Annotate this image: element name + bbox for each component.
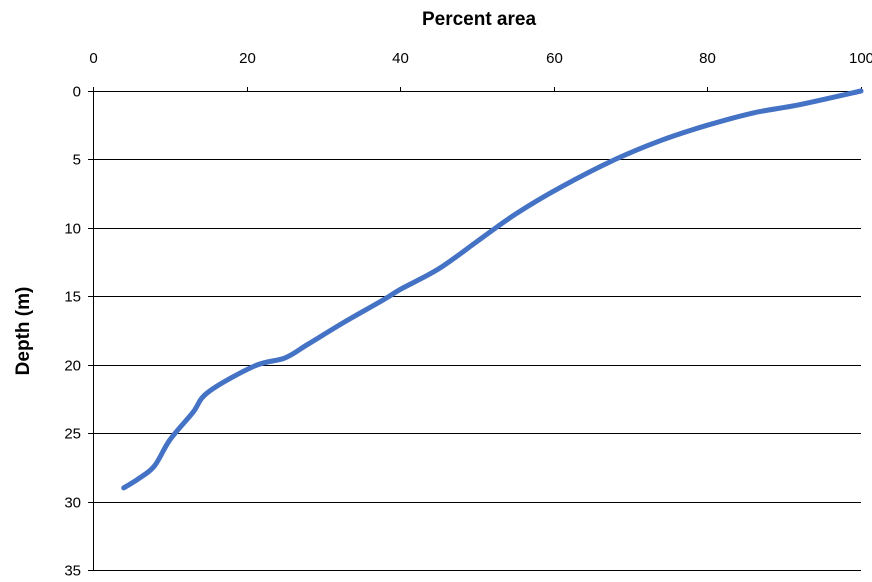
y-tick-label: 20 xyxy=(64,358,81,375)
y-tick-label: 5 xyxy=(73,152,81,169)
y-tick-label: 25 xyxy=(64,426,81,443)
y-tick-label: 10 xyxy=(64,221,81,238)
gridlines xyxy=(93,91,861,571)
x-tick-label: 40 xyxy=(392,50,409,67)
series-line xyxy=(121,88,864,491)
y-tick-label: 35 xyxy=(64,563,81,578)
x-tick-label: 0 xyxy=(89,50,97,67)
y-tick-label: 0 xyxy=(73,84,81,101)
y-tick-label: 15 xyxy=(64,289,81,306)
axes: 0 5 10 15 20 25 30 35 0 20 40 60 80 100 xyxy=(64,50,872,580)
x-tick-label: 80 xyxy=(699,50,716,67)
x-tick-label: 20 xyxy=(239,50,256,67)
series-layer xyxy=(121,88,864,491)
y-axis-title: Depth (m) xyxy=(13,287,34,376)
y-tick-label: 30 xyxy=(64,495,81,512)
x-tick-label: 100 xyxy=(849,50,872,67)
x-tick-label: 60 xyxy=(546,50,563,67)
x-axis-title: Percent area xyxy=(422,9,537,30)
